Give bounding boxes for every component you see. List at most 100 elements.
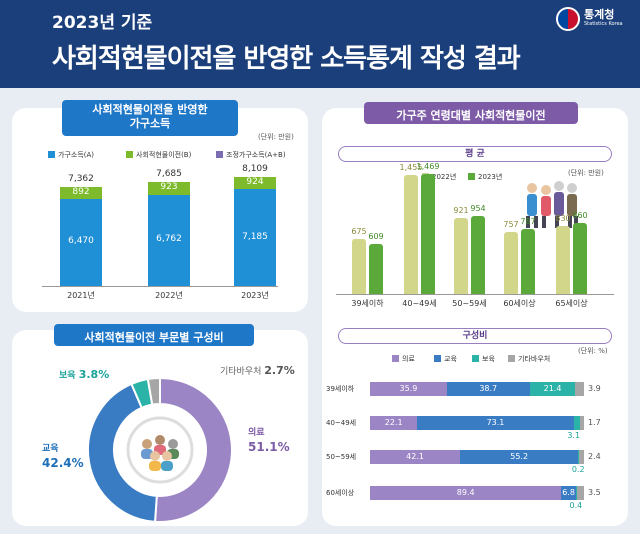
age-label: 39세이하 [351,299,384,308]
label-name: 의료 [248,428,265,438]
page-title: 사회적현물이전을 반영한 소득통계 작성 결과 [52,44,521,74]
logo-name: 통계청 [584,8,615,21]
age-row-label: 50~59세 [326,453,357,461]
value-2022: 830 [555,213,571,223]
legend-text: 교육 [444,355,457,363]
seg-value: 6.8 [562,488,575,497]
slice-medical [153,376,233,523]
legend-swatch [126,151,133,158]
seg-education [417,416,574,430]
donut-svg [87,376,233,523]
seg-education [561,486,576,500]
seg-value: 38.7 [479,384,498,393]
seg-value-right: 3.5 [588,488,601,497]
transfer-value: 923 [160,182,178,193]
year-label: 2022년 [155,291,183,300]
average-pill: 평 균 [338,146,612,162]
legend-medical: 의료 [392,354,415,364]
income-value: 6,470 [68,236,94,247]
value-2022: 757 [503,219,519,229]
seg-childcare [529,382,576,396]
legend-2023: 2023년 [468,172,502,182]
seg-value: 42.1 [406,452,424,461]
bar-2022 [352,238,366,294]
legend-childcare: 보육 [472,354,495,364]
seg-value: 89.4 [456,488,475,497]
legend-swatch [216,151,223,158]
legend-transfer: 사회적현물이전(B) [126,150,191,160]
value-2022: 1,455 [399,162,423,172]
value-2022: 921 [453,206,469,216]
slice-voucher [146,376,161,406]
seg-value: 35.9 [399,384,418,393]
bar-2023 [471,215,485,294]
bar-transfer [234,176,276,189]
age-transfer-card: 가구주 연령대별 사회적현물이전 평 균 (단위: 만원) 2022년 2023… [322,102,628,526]
slice-education [87,382,158,523]
year-label: 2023년 [241,291,269,300]
sector-composition-tag: 사회적현물이전 부문별 구성비 [54,324,254,346]
seg-value-below: 0.2 [571,465,585,474]
seg-value-right: 3.9 [588,384,601,393]
value-2023: 860 [572,211,588,221]
legend-text: 2022년 [432,173,457,181]
label-pct: 2.7% [264,364,295,377]
legend-swatch [468,173,475,180]
bar-2022 [404,174,418,294]
statistics-korea-logo: 통계청 Statistics Korea [556,4,636,40]
seg-voucher [580,416,584,430]
tag-line-2: 가구소득 [129,117,171,130]
seg-value-below: 0.4 [569,501,583,510]
label-pct: 3.8% [78,368,110,381]
bar-2023 [369,244,383,294]
adjusted-value: 7,362 [68,173,94,184]
seg-education [460,450,579,464]
transfer-value: 924 [246,176,264,187]
legend-text: 의료 [402,355,415,363]
value-2022: 675 [351,226,367,236]
bar-2023 [421,173,435,294]
unit-label-3: (단위: %) [578,347,608,355]
value-2023: 954 [470,203,486,213]
legend-text: 2023년 [478,173,503,181]
seg-voucher [575,382,584,396]
seg-education [446,382,530,396]
legend-adjusted: 조정가구소득(A+B) [216,150,286,160]
bar-2022 [504,231,518,294]
seg-medical [370,486,562,500]
seg-value-right: 2.4 [588,452,601,461]
bar-2023 [521,229,535,294]
seg-childcare [573,416,581,430]
header-banner: 2023년 기준 사회적현물이전을 반영한 소득통계 작성 결과 통계청 Sta… [0,0,640,88]
seg-value: 73.1 [486,418,505,427]
value-2023: 787 [520,217,536,227]
bar-transfer [148,182,190,195]
transfer-value: 892 [72,186,90,197]
seg-value-right: 1.7 [588,418,601,427]
age-row-label: 60세이상 [326,489,355,497]
legend-text: 조정가구소득(A+B) [226,151,286,159]
label-name: 기타바우처 [220,367,262,377]
legend-voucher: 기타바우처 [508,354,550,364]
seg-value-below: 3.1 [567,431,581,440]
tag-line-1: 사회적현물이전을 반영한 [92,103,208,116]
age-label: 50~59세 [452,299,487,308]
legend-swatch [508,355,515,362]
household-income-card: 사회적현물이전을 반영한 가구소득 (단위: 만원) 가구소득(A) 사회적현물… [12,100,308,312]
value-2023: 609 [368,232,384,242]
seg-voucher [576,486,585,500]
taegeuk-icon [556,7,580,31]
label-name: 교육 [42,444,59,454]
adjusted-value: 7,685 [156,169,182,180]
legend-income: 가구소득(A) [48,150,94,160]
age-label: 40~49세 [402,299,437,308]
bar-income [234,189,276,286]
seg-value: 22.1 [384,418,403,427]
seg-medical [370,382,447,396]
unit-label: (단위: 만원) [258,133,294,141]
seg-medical [370,450,461,464]
bar-income [148,194,190,286]
seg-childcare [575,486,577,500]
legend-text: 보육 [482,355,495,363]
family-illustration-icon [526,181,578,228]
